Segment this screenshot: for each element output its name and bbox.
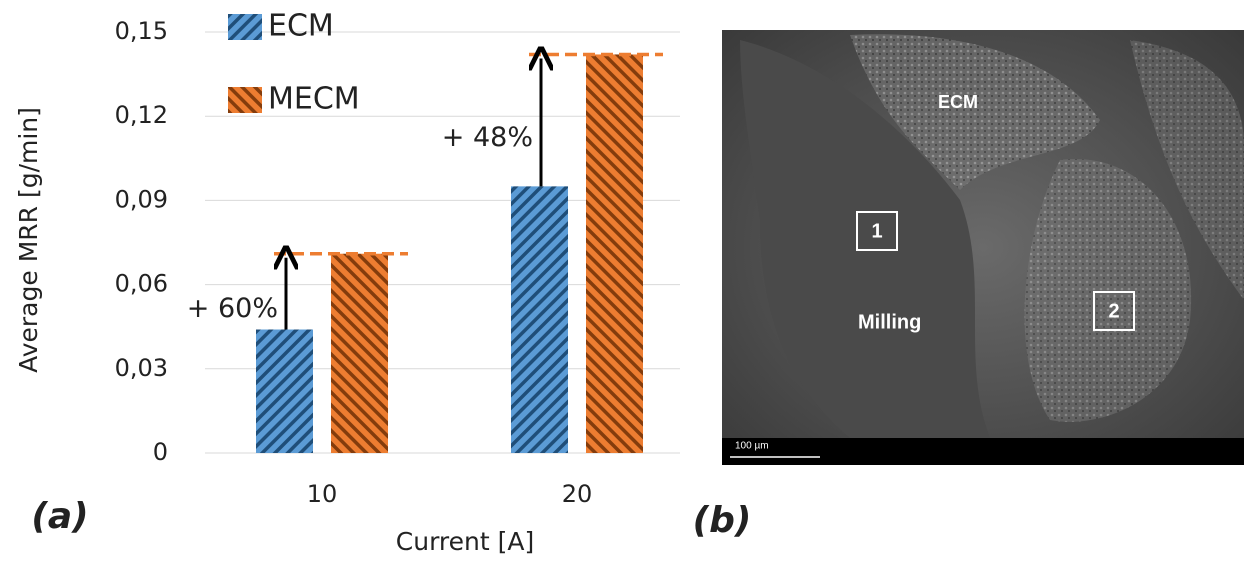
image-label: ECM xyxy=(938,92,978,112)
x-tick-label: 10 xyxy=(307,480,338,508)
bar xyxy=(511,186,568,453)
sem-image: ECM Milling 1 2 100 µm xyxy=(722,30,1244,465)
y-tick-label: 0,15 xyxy=(115,17,168,45)
scale-bar-strip xyxy=(722,438,1244,465)
image-label: Milling xyxy=(858,311,921,333)
bar xyxy=(331,253,388,453)
x-axis-title: Current [A] xyxy=(396,527,534,556)
annotation: + 48% xyxy=(442,122,533,153)
milled-region xyxy=(740,40,990,438)
ecm-region xyxy=(850,34,1100,191)
panel-label: (b) xyxy=(693,500,752,541)
x-tick-label: 20 xyxy=(562,480,593,508)
legend-swatch xyxy=(228,14,262,40)
annotation: + 60% xyxy=(187,293,278,324)
legend-swatch xyxy=(228,87,262,113)
y-tick-label: 0,06 xyxy=(115,270,168,298)
legend-label: MECM xyxy=(268,82,360,117)
y-tick-label: 0,03 xyxy=(115,354,168,382)
bar xyxy=(586,54,643,453)
y-axis-title: Average MRR [g/min] xyxy=(14,107,43,373)
label-box xyxy=(856,211,898,251)
image-label: 1 xyxy=(871,220,882,242)
legend-label: ECM xyxy=(268,9,334,44)
ecm-region xyxy=(1024,159,1192,422)
y-tick-label: 0,09 xyxy=(115,185,168,213)
ecm-region xyxy=(1130,40,1244,300)
y-tick-label: 0,12 xyxy=(115,101,168,129)
label-box xyxy=(1093,291,1135,331)
scale-bar-label: 100 µm xyxy=(735,441,769,452)
image-label: 2 xyxy=(1108,300,1119,322)
panel-label: (a) xyxy=(31,496,88,537)
y-tick-label: 0 xyxy=(153,438,168,466)
bar xyxy=(256,329,313,453)
